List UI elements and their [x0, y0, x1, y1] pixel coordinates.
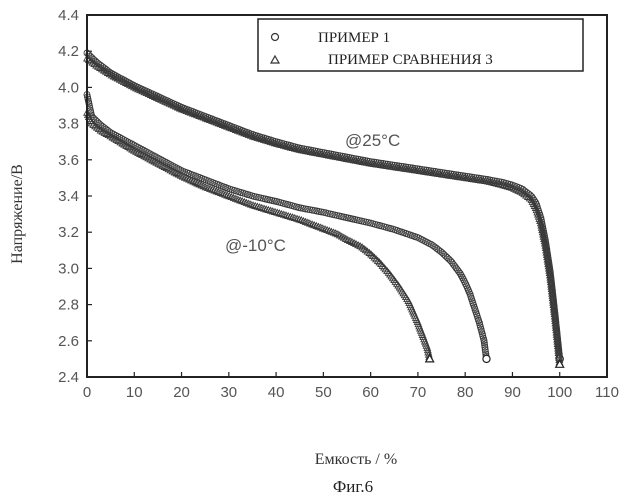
x-tick-label: 60	[362, 384, 379, 401]
end-point	[483, 355, 490, 362]
figure-caption: Фиг.6	[333, 477, 373, 496]
y-axis-title: Напряжение/В	[9, 164, 26, 264]
y-tick-label: 3.8	[58, 116, 79, 133]
annotation-minus10c: @-10°C	[225, 236, 286, 255]
annotation-25c: @25°C	[345, 131, 400, 150]
x-tick-label: 110	[595, 384, 619, 401]
y-tick-label: 4.4	[58, 7, 79, 24]
y-tick-label: 2.4	[58, 369, 79, 386]
y-tick-label: 2.6	[58, 333, 79, 350]
y-tick-label: 4.2	[58, 43, 79, 60]
x-tick-label: 80	[457, 384, 474, 401]
y-tick-label: 3.2	[58, 224, 79, 241]
x-tick-label: 40	[268, 384, 285, 401]
x-tick-label: 50	[315, 384, 332, 401]
x-tick-label: 90	[504, 384, 521, 401]
legend-label-2: ПРИМЕР СРАВНЕНИЯ 3	[328, 52, 493, 68]
y-tick-label: 4.0	[58, 79, 79, 96]
x-tick-label: 70	[410, 384, 427, 401]
legend-label-1: ПРИМЕР 1	[318, 30, 390, 46]
y-tick-label: 3.0	[58, 260, 79, 277]
y-tick-label: 3.4	[58, 188, 79, 205]
x-tick-label: 100	[547, 384, 572, 401]
x-axis-title: Емкость / %	[315, 451, 397, 468]
y-tick-label: 3.6	[58, 152, 79, 169]
x-tick-label: 0	[83, 384, 91, 401]
x-tick-label: 10	[126, 384, 143, 401]
x-tick-label: 30	[220, 384, 237, 401]
x-tick-label: 20	[173, 384, 190, 401]
y-tick-label: 2.8	[58, 297, 79, 314]
legend: ПРИМЕР 1 ПРИМЕР СРАВНЕНИЯ 3	[258, 19, 583, 71]
